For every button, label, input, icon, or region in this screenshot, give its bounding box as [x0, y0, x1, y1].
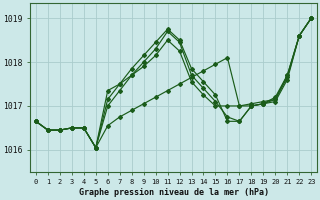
X-axis label: Graphe pression niveau de la mer (hPa): Graphe pression niveau de la mer (hPa) — [79, 188, 268, 197]
